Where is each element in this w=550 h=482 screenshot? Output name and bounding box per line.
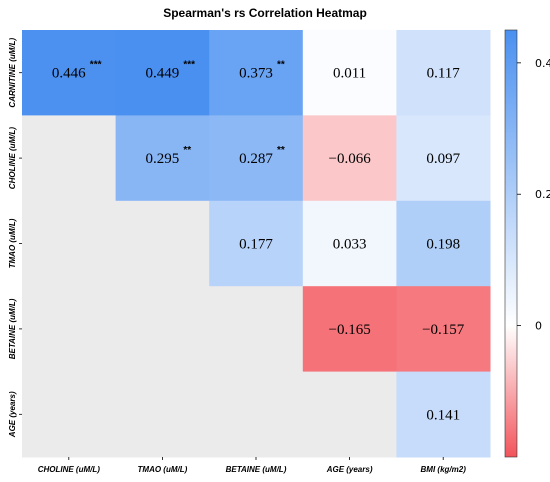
heatmap-cell: [209, 30, 304, 116]
cell-value-label: 0.295: [146, 151, 180, 167]
heatmap-cell: [209, 200, 304, 287]
x-tick-label: TMAO (uM/L): [138, 465, 188, 474]
heatmap-cell: [396, 286, 491, 373]
heatmap-cell: [115, 286, 210, 373]
cell-value-label: 0.198: [426, 237, 460, 253]
cell-value-label: 0.011: [333, 66, 366, 82]
significance-marker: **: [183, 145, 191, 156]
cell-value-label: 0.097: [426, 151, 460, 167]
significance-marker: ***: [90, 60, 102, 71]
significance-marker: ***: [183, 60, 195, 71]
significance-marker: **: [277, 145, 285, 156]
heatmap-cell: [302, 30, 397, 116]
cell-value-label: −0.157: [422, 322, 465, 338]
heatmap-cell: [22, 30, 117, 116]
cell-value-label: −0.165: [328, 322, 370, 338]
y-tick-label: AGE (years): [8, 391, 17, 438]
heatmap-cell: [396, 371, 491, 458]
heatmap-cell: [22, 286, 117, 373]
x-tick-label: CHOLINE (uM/L): [38, 465, 101, 474]
x-tick-label: AGE (years): [326, 465, 373, 474]
colorbar-tick-label: 0.2: [535, 188, 550, 201]
x-axis-labels: CHOLINE (uM/L) TMAO (uM/L) BETAINE (uM/L) A…: [38, 457, 467, 474]
y-tick-label: CARNITINE (uM/L): [8, 37, 17, 107]
heatmap-cell: [209, 115, 304, 202]
cell-value-label: 0.287: [239, 151, 273, 167]
colorbar-tick-label: 0: [535, 320, 542, 333]
heatmap-cell: [396, 115, 491, 202]
colorbar-gradient: [504, 29, 518, 458]
cell-value-label: 0.449: [146, 66, 180, 82]
heatmap-cell: [302, 115, 397, 202]
heatmap-cell: [115, 200, 210, 287]
heatmap-cell: [22, 371, 117, 458]
y-tick-label: BETAINE (uM/L): [8, 298, 17, 359]
chart-title: Spearman's rs Correlation Heatmap: [163, 6, 367, 20]
cell-value-label: 0.033: [333, 237, 367, 253]
cell-value-label: 0.117: [427, 66, 461, 82]
cell-value-label: 0.141: [426, 407, 460, 423]
heatmap-cell: [302, 371, 397, 458]
heatmap-cell: [22, 200, 117, 287]
heatmap-cell: [115, 371, 210, 458]
heatmap-cell: [115, 115, 210, 202]
heatmap-cell: [302, 286, 397, 373]
colorbar-tick-label: 0.4: [535, 57, 550, 70]
heatmap-cell: [209, 286, 304, 373]
heatmap-cells: 0.446***0.449***0.373**0.011 0.1170.295**…: [22, 30, 491, 458]
cell-value-label: 0.373: [239, 66, 273, 82]
cell-value-label: 0.446: [52, 66, 86, 82]
heatmap-cell: [115, 30, 210, 116]
heatmap-cell: [302, 200, 397, 287]
heatmap-cell: [396, 200, 491, 287]
significance-marker: **: [277, 60, 285, 71]
x-tick-label: BETAINE (uM/L): [226, 465, 287, 474]
cell-value-label: −0.066: [328, 151, 371, 167]
y-axis-labels: CARNITINE (uM/L) CHOLINE (uM/L) TMAO (uM/L…: [8, 37, 22, 438]
y-tick-label: TMAO (uM/L): [8, 218, 17, 268]
heatmap-cell: [396, 30, 491, 116]
x-tick-label: BMI (kg/m2): [421, 465, 467, 474]
y-tick-label: CHOLINE (uM/L): [8, 127, 17, 190]
cell-value-label: 0.177: [239, 237, 273, 253]
colorbar: 0.4 0.2 0: [504, 29, 550, 458]
heatmap-cell: [209, 371, 304, 458]
heatmap-cell: [22, 115, 117, 202]
